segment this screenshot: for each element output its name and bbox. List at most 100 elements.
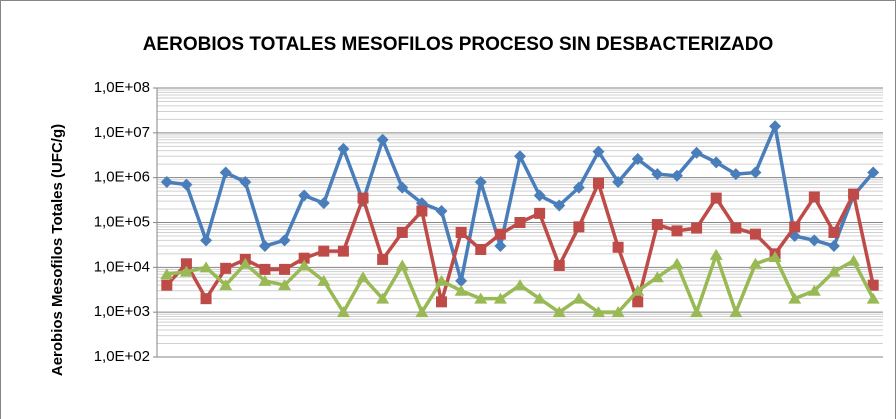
marker <box>573 221 585 233</box>
marker <box>807 284 821 296</box>
marker <box>396 181 409 194</box>
marker <box>808 234 821 247</box>
marker <box>357 192 369 204</box>
y-tick-label: 1,0E+03 <box>94 303 150 320</box>
marker <box>788 292 802 304</box>
marker <box>572 292 586 304</box>
legend-label: HABAS CRUDAS <box>271 417 374 419</box>
marker <box>318 245 330 257</box>
marker <box>278 234 291 247</box>
marker <box>866 292 880 304</box>
marker <box>514 217 526 228</box>
marker <box>533 189 546 202</box>
y-tick-label: 1,0E+07 <box>94 124 150 141</box>
marker <box>494 228 506 240</box>
marker <box>376 133 389 146</box>
marker <box>356 271 370 283</box>
marker <box>768 251 782 263</box>
marker <box>709 248 723 260</box>
marker <box>160 268 174 280</box>
marker <box>436 296 448 308</box>
legend-label: PRE TOSTADAS <box>456 417 555 419</box>
marker <box>298 189 311 202</box>
legend-label: TOSTADAS <box>616 417 685 419</box>
marker <box>258 239 271 252</box>
marker <box>631 284 645 296</box>
marker <box>219 166 232 179</box>
marker <box>513 279 527 291</box>
marker <box>336 306 350 318</box>
marker <box>552 306 566 318</box>
marker <box>474 176 487 189</box>
marker <box>827 239 840 252</box>
marker <box>632 296 644 308</box>
marker <box>239 176 252 189</box>
marker <box>416 205 428 217</box>
marker <box>279 263 291 275</box>
marker <box>690 146 703 159</box>
marker <box>377 253 389 265</box>
y-tick-label: 1,0E+02 <box>94 348 150 365</box>
marker <box>591 306 605 318</box>
marker <box>474 292 488 304</box>
marker <box>691 222 703 234</box>
marker <box>748 257 762 269</box>
marker <box>475 243 487 255</box>
marker <box>690 306 704 318</box>
marker <box>199 261 213 273</box>
marker <box>828 226 840 238</box>
marker <box>671 225 683 237</box>
marker <box>789 221 801 233</box>
marker <box>455 274 468 287</box>
marker <box>220 262 232 274</box>
marker <box>238 257 252 269</box>
y-tick-label: 1,0E+06 <box>94 169 150 186</box>
marker <box>650 271 664 283</box>
marker <box>729 168 742 181</box>
marker <box>592 145 605 158</box>
marker <box>161 279 173 291</box>
y-tick-label: 1,0E+04 <box>94 258 150 275</box>
marker <box>200 293 212 305</box>
marker <box>160 176 173 189</box>
marker <box>827 265 841 277</box>
marker <box>396 226 408 238</box>
marker <box>553 259 565 271</box>
marker <box>514 150 526 163</box>
marker <box>493 292 507 304</box>
marker <box>808 191 820 203</box>
marker <box>769 120 782 133</box>
marker <box>180 178 193 191</box>
marker <box>553 199 566 212</box>
marker <box>847 254 861 266</box>
marker <box>592 177 604 189</box>
marker <box>179 265 193 277</box>
marker <box>337 245 349 257</box>
marker <box>259 263 271 275</box>
marker <box>337 142 350 155</box>
marker <box>533 292 547 304</box>
marker <box>710 192 722 204</box>
marker <box>651 168 664 181</box>
y-tick-label: 1,0E+08 <box>94 79 150 96</box>
marker <box>455 226 467 238</box>
marker <box>670 257 684 269</box>
marker <box>200 234 213 247</box>
marker <box>258 274 272 286</box>
marker <box>395 259 409 271</box>
marker <box>534 207 546 219</box>
marker <box>651 219 663 231</box>
marker <box>867 166 880 179</box>
marker <box>848 188 860 200</box>
marker <box>612 241 624 253</box>
marker <box>317 274 331 286</box>
y-axis-label: Aerobios Mesofilos Totales (UFC/g) <box>49 124 66 376</box>
marker <box>730 222 742 234</box>
marker <box>435 274 449 286</box>
marker <box>415 306 429 318</box>
marker <box>710 156 723 169</box>
marker <box>729 306 743 318</box>
